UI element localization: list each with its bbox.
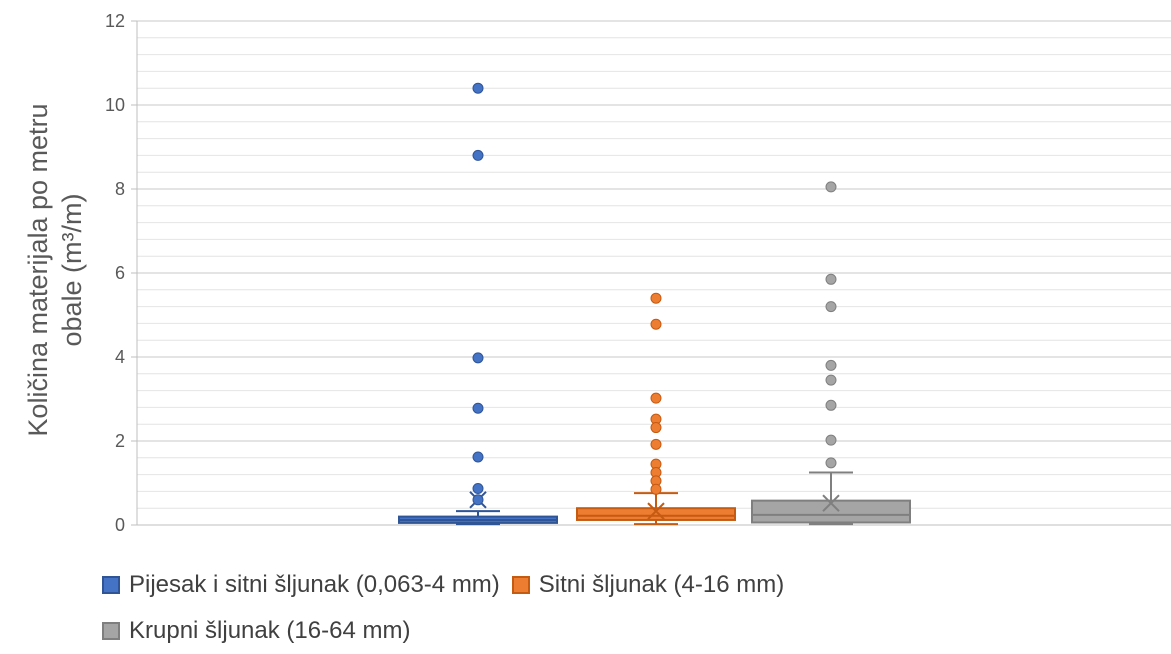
y-axis: 0 2 4 6 8 10 12 [105, 11, 138, 535]
outlier-point [472, 149, 484, 161]
y-tick-label: 2 [115, 431, 125, 451]
outlier-point [472, 494, 484, 506]
y-axis-label-line1: Količina materijala po metru [23, 103, 53, 437]
outlier-point [825, 359, 837, 371]
y-tick-label: 10 [105, 95, 125, 115]
legend-label-fine-gravel: Sitni šljunak (4-16 mm) [538, 571, 785, 598]
outlier-point [825, 181, 837, 193]
legend-item-sand[interactable]: Pijesak i sitni šljunak (0,063-4 mm) [102, 571, 500, 599]
legend-label-sand: Pijesak i sitni šljunak (0,063-4 mm) [129, 571, 500, 598]
outlier-point [825, 301, 837, 313]
outlier-point [825, 457, 837, 469]
legend: Pijesak i sitni šljunak (0,063-4 mm) Sit… [102, 562, 1102, 654]
y-axis-label: Količina materijala po metru obale (m³/m… [0, 0, 110, 525]
mean-marker [822, 494, 840, 512]
legend-swatch-fine-gravel [511, 576, 530, 594]
outlier-point [825, 399, 837, 411]
outlier-point [472, 482, 484, 494]
outlier-point [650, 422, 662, 434]
outlier-point [825, 434, 837, 446]
y-tick-label: 4 [115, 347, 125, 367]
legend-item-coarse-gravel[interactable]: Krupni šljunak (16-64 mm) [102, 617, 410, 645]
legend-swatch-coarse-gravel [102, 622, 120, 640]
y-tick-label: 0 [115, 515, 125, 535]
outlier-point [650, 292, 662, 304]
outlier-point [650, 438, 662, 450]
outlier-point [825, 374, 837, 386]
y-tick-label: 8 [115, 179, 125, 199]
box-group [751, 181, 911, 526]
outlier-point [825, 273, 837, 285]
outlier-point [472, 451, 484, 463]
box-group [576, 292, 736, 526]
y-axis-label-line2: obale (m³/m) [57, 193, 87, 347]
outlier-point [650, 483, 662, 495]
legend-label-coarse-gravel: Krupni šljunak (16-64 mm) [129, 617, 411, 644]
iqr-box [751, 499, 911, 524]
box-group [398, 82, 558, 526]
outlier-point [650, 318, 662, 330]
outlier-point [472, 82, 484, 94]
mean-marker [647, 502, 665, 520]
outlier-point [472, 402, 484, 414]
outlier-point [472, 352, 484, 364]
box-series [398, 82, 911, 526]
y-tick-label: 6 [115, 263, 125, 283]
legend-swatch-sand [102, 576, 120, 594]
legend-item-fine-gravel[interactable]: Sitni šljunak (4-16 mm) [511, 571, 785, 599]
outlier-point [650, 392, 662, 404]
iqr-box [576, 507, 736, 521]
y-tick-label: 12 [105, 11, 125, 31]
